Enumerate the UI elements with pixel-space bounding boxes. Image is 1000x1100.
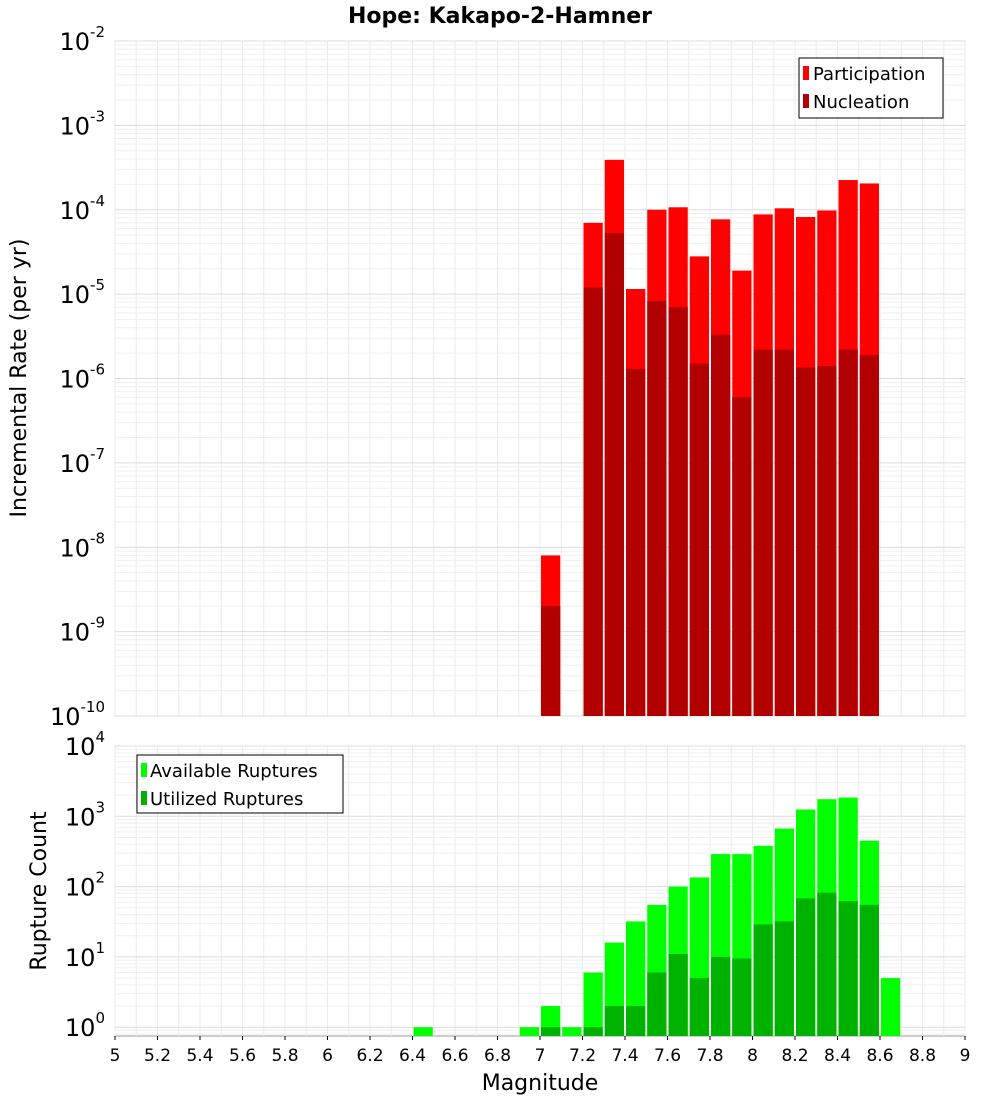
nucleation-bar — [626, 368, 646, 716]
nucleation-bar — [774, 349, 794, 716]
x-tick-label: 7.2 — [569, 1046, 596, 1066]
nucleation-bar — [796, 367, 816, 716]
rate-y-tick-label: 10-6 — [59, 361, 105, 394]
utilized-ruptures-bar — [753, 924, 773, 1036]
utilized-ruptures-bar — [732, 958, 752, 1036]
count-bars — [413, 797, 901, 1036]
x-tick-labels: 5 5.2 5.4 5.6 5.8 6 6.2 6.4 6.6 6.8 7 7.2 7.4 7.6 7.8 8… — [110, 1036, 971, 1066]
nucleation-bar — [859, 354, 879, 716]
utilized-ruptures-bar — [838, 901, 858, 1036]
utilized-ruptures-bar — [859, 904, 879, 1036]
nucleation-legend-swatch — [803, 94, 809, 108]
count-y-tick-label: 103 — [65, 798, 105, 831]
x-axis-label: Magnitude — [482, 1071, 599, 1096]
x-tick-label: 5.2 — [144, 1046, 171, 1066]
count-y-ticks: 104 103 102 101 100 — [65, 728, 105, 1042]
nucleation-bar — [541, 606, 561, 716]
available-legend-label: Available Ruptures — [150, 761, 318, 782]
rate-legend: Participation Nucleation — [798, 57, 944, 119]
rate-legend-box — [798, 57, 944, 119]
x-tick-label: 6.6 — [441, 1046, 468, 1066]
count-y-axis-label: Rupture Count — [27, 811, 52, 971]
x-tick-label: 8.4 — [824, 1046, 851, 1066]
utilized-ruptures-bar — [583, 1027, 603, 1036]
x-tick-label: 8.6 — [866, 1046, 893, 1066]
rate-y-tick-label: 10-4 — [59, 192, 105, 225]
rate-y-tick-label: 10-10 — [50, 698, 105, 731]
utilized-ruptures-bar — [796, 898, 816, 1036]
nucleation-legend-label: Nucleation — [813, 92, 909, 113]
rate-y-tick-label: 10-8 — [59, 529, 105, 562]
utilized-ruptures-bar — [647, 972, 667, 1036]
participation-legend-label: Participation — [813, 64, 925, 85]
count-y-tick-label: 104 — [65, 728, 105, 761]
count-legend-box — [136, 754, 344, 814]
rate-y-tick-label: 10-2 — [59, 23, 105, 56]
available-ruptures-bar — [583, 972, 603, 1036]
utilized-ruptures-bar — [711, 956, 731, 1036]
participation-legend-swatch — [803, 66, 809, 80]
available-ruptures-bar — [413, 1027, 433, 1036]
x-tick-label: 7 — [535, 1046, 546, 1066]
nucleation-bar — [647, 300, 667, 716]
rate-y-axis-label: Incremental Rate (per yr) — [7, 239, 32, 518]
nucleation-bar — [732, 397, 752, 716]
available-ruptures-bar — [881, 978, 901, 1036]
x-tick-label: 6.8 — [484, 1046, 511, 1066]
x-tick-label: 9 — [960, 1046, 971, 1066]
x-tick-label: 7.6 — [654, 1046, 681, 1066]
x-tick-label: 5.8 — [271, 1046, 298, 1066]
x-tick-label: 6.4 — [399, 1046, 426, 1066]
count-y-tick-label: 100 — [65, 1009, 105, 1042]
available-ruptures-bar — [562, 1027, 582, 1036]
x-tick-label: 7.4 — [611, 1046, 638, 1066]
rate-grid — [114, 40, 966, 717]
x-tick-label: 5.4 — [186, 1046, 213, 1066]
nucleation-bar — [711, 334, 731, 716]
rate-panel: 10-2 10-3 10-4 10-5 10-6 10-7 10-8 10-9 10-10 In… — [7, 23, 966, 731]
nucleation-bar — [753, 349, 773, 716]
rate-y-tick-label: 10-9 — [59, 614, 105, 647]
utilized-ruptures-bar — [668, 954, 688, 1036]
utilized-legend-swatch — [141, 791, 147, 805]
rate-y-tick-label: 10-5 — [59, 276, 105, 309]
utilized-ruptures-bar — [774, 921, 794, 1036]
nucleation-bar — [604, 233, 624, 716]
utilized-ruptures-bar — [689, 978, 709, 1036]
nucleation-bar — [817, 366, 837, 716]
utilized-ruptures-bar — [541, 1027, 561, 1036]
x-tick-label: 7.8 — [696, 1046, 723, 1066]
x-tick-label: 5 — [110, 1046, 121, 1066]
x-tick-label: 8 — [747, 1046, 758, 1066]
x-tick-label: 5.6 — [229, 1046, 256, 1066]
rate-y-tick-label: 10-7 — [59, 445, 105, 478]
count-y-tick-label: 101 — [65, 939, 105, 972]
nucleation-bar — [668, 307, 688, 716]
utilized-legend-label: Utilized Ruptures — [150, 789, 303, 810]
available-legend-swatch — [141, 763, 147, 777]
x-tick-label: 6 — [322, 1046, 333, 1066]
nucleation-bar — [583, 287, 603, 716]
count-y-tick-label: 102 — [65, 869, 105, 902]
nucleation-bar — [689, 363, 709, 716]
count-panel: 104 103 102 101 100 5 5.2 5.4 5.6 5.8 6 6.2 6.4 6.6 6… — [27, 728, 970, 1096]
x-tick-label: 8.2 — [781, 1046, 808, 1066]
rate-bars — [541, 159, 879, 717]
count-legend: Available Ruptures Utilized Ruptures — [136, 754, 344, 814]
available-ruptures-bar — [519, 1027, 539, 1036]
rate-y-tick-label: 10-3 — [59, 107, 105, 140]
chart-title: Hope: Kakapo-2-Hamner — [348, 4, 652, 29]
rate-y-ticks: 10-2 10-3 10-4 10-5 10-6 10-7 10-8 10-9 10-10 — [50, 23, 105, 731]
utilized-ruptures-bar — [817, 892, 837, 1036]
utilized-ruptures-bar — [626, 1006, 646, 1036]
x-tick-label: 6.2 — [356, 1046, 383, 1066]
nucleation-bar — [838, 349, 858, 716]
x-tick-label: 8.8 — [909, 1046, 936, 1066]
utilized-ruptures-bar — [604, 1006, 624, 1036]
